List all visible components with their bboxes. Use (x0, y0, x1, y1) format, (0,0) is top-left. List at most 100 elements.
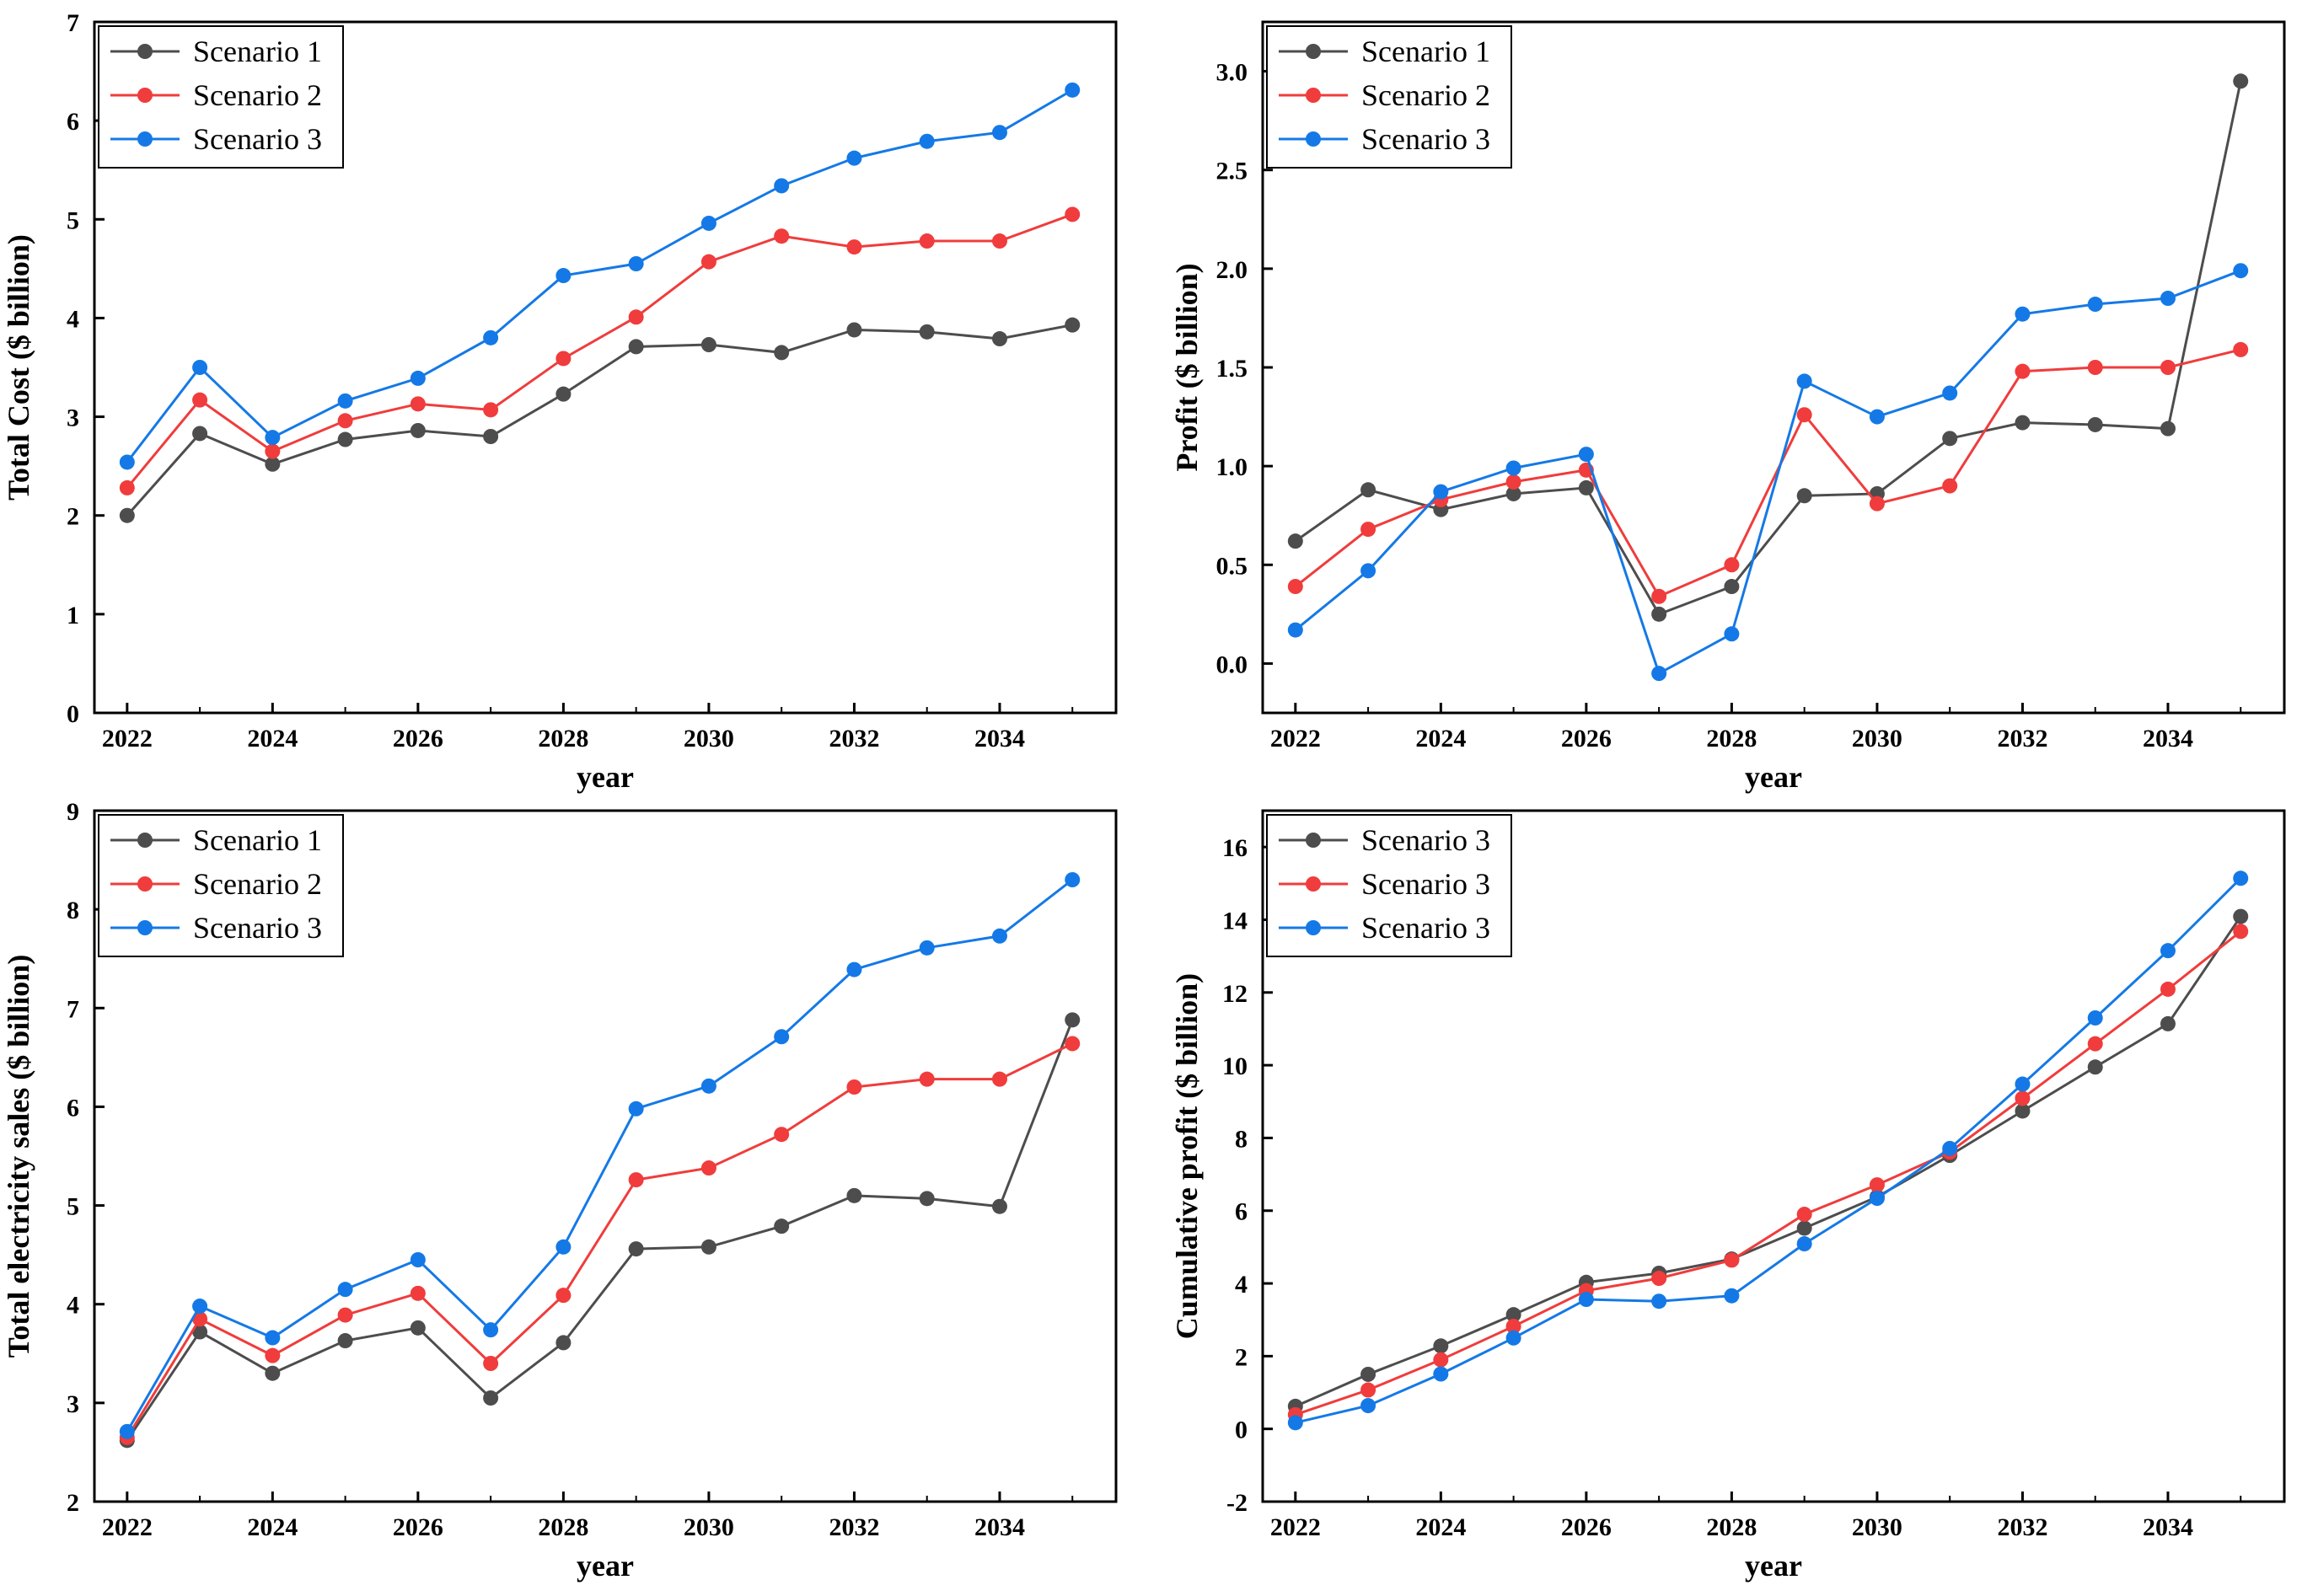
data-point-series-1 (1287, 533, 1303, 549)
data-point-series-2 (2015, 363, 2031, 379)
data-point-series-1 (555, 1335, 571, 1351)
data-point-series-1 (1796, 1220, 1812, 1236)
data-point-series-2 (2015, 1090, 2031, 1106)
data-point-series-2 (1651, 588, 1667, 604)
y-tick-label: 6 (1235, 1198, 1248, 1226)
data-point-series-3 (1578, 1292, 1594, 1308)
legend-swatch-marker (137, 876, 153, 892)
x-tick-label: 2028 (538, 725, 588, 752)
legend-swatch-marker (1306, 833, 1321, 848)
series-line-2 (126, 213, 1073, 489)
data-point-series-3 (628, 256, 644, 271)
data-point-series-3 (410, 1252, 426, 1267)
x-tick-label: 2030 (1852, 1513, 1902, 1541)
data-point-series-2 (1360, 522, 1376, 538)
y-tick-label: 4 (1235, 1271, 1248, 1299)
x-axis-title: year (1745, 760, 1802, 794)
data-point-series-2 (1869, 495, 1885, 511)
x-tick-label: 2034 (974, 1513, 1025, 1541)
x-tick-label: 2030 (684, 1513, 734, 1541)
data-point-series-1 (555, 386, 571, 402)
data-point-series-2 (555, 1288, 571, 1304)
legend-label: Scenario 2 (1361, 78, 1490, 112)
data-point-series-3 (265, 430, 281, 446)
data-point-series-3 (774, 178, 790, 194)
data-point-series-2 (846, 239, 862, 255)
y-tick-label: 0.5 (1216, 552, 1248, 580)
data-point-series-2 (1942, 478, 1958, 494)
data-point-series-2 (1724, 1252, 1740, 1268)
data-point-series-2 (2160, 981, 2176, 997)
x-tick-label: 2034 (974, 725, 1025, 752)
legend-swatch-marker (1306, 876, 1321, 892)
data-point-series-2 (846, 1079, 862, 1095)
data-point-series-1 (2015, 1103, 2031, 1119)
data-point-series-3 (2087, 297, 2103, 313)
data-point-series-3 (1578, 447, 1594, 463)
y-tick-label: 5 (67, 206, 79, 234)
series-line-3 (126, 878, 1074, 1433)
legend-label: Scenario 3 (1361, 911, 1490, 945)
y-tick-label: 1.5 (1216, 355, 1248, 383)
x-axis-title: year (577, 760, 634, 794)
series-line-3 (1294, 269, 2241, 676)
y-tick-label: 0 (1235, 1417, 1248, 1444)
data-point-series-3 (119, 454, 135, 470)
legend-label: Scenario 3 (193, 911, 322, 945)
x-tick-label: 2030 (1852, 725, 1902, 752)
y-axis-title: Cumulative profit ($ billion) (1170, 973, 1204, 1339)
data-point-series-3 (337, 1282, 353, 1298)
data-point-series-2 (1433, 1352, 1449, 1368)
y-tick-label: 2.0 (1216, 256, 1248, 284)
data-point-series-3 (2233, 263, 2249, 279)
data-point-series-2 (700, 1160, 716, 1176)
data-point-series-2 (1796, 407, 1812, 423)
x-tick-label: 2024 (247, 1513, 298, 1541)
data-point-series-1 (483, 1390, 499, 1406)
data-point-series-3 (919, 940, 935, 956)
data-point-series-3 (846, 961, 862, 977)
data-point-series-3 (1287, 1415, 1303, 1431)
y-tick-label: 12 (1222, 980, 1248, 1008)
data-point-series-1 (846, 322, 862, 338)
data-point-series-2 (2233, 341, 2249, 357)
x-tick-label: 2026 (393, 1513, 443, 1541)
data-point-series-1 (2233, 908, 2249, 924)
data-point-series-3 (1433, 484, 1449, 500)
x-tick-label: 2024 (247, 725, 298, 752)
data-point-series-3 (337, 393, 353, 409)
data-point-series-3 (555, 1239, 571, 1255)
series-line-2 (1294, 348, 2241, 598)
y-tick-label: 6 (67, 1094, 79, 1122)
x-tick-label: 2022 (1270, 1513, 1321, 1541)
x-tick-label: 2028 (538, 1513, 588, 1541)
data-point-series-1 (1065, 1012, 1081, 1028)
panel-total-cost: 2022 2024 2026 2028 2030 2032 2034 0 1 2 3 4 5 6 7 year… (2, 9, 1118, 794)
data-point-series-2 (1360, 1382, 1376, 1398)
data-point-series-2 (1724, 557, 1740, 573)
data-point-series-3 (1287, 622, 1303, 638)
panel-profit: 2022 2024 2026 2028 2030 2032 2034 0.0 0.5 1.0 1.5… (1170, 20, 2286, 794)
legend-label: Scenario 1 (1361, 35, 1490, 68)
y-tick-label: 7 (67, 9, 79, 37)
data-point-series-2 (1505, 1318, 1521, 1334)
data-point-series-3 (1869, 1191, 1885, 1207)
data-point-series-3 (991, 928, 1007, 944)
legend-swatch-marker (137, 88, 153, 103)
data-point-series-2 (1869, 1177, 1885, 1193)
legend-label: Scenario 2 (193, 78, 322, 112)
data-point-series-1 (1505, 1307, 1521, 1323)
series-line-2 (126, 1042, 1073, 1438)
legend-swatch-marker (137, 44, 153, 59)
x-tick-label: 2032 (829, 1513, 879, 1541)
y-tick-label: 3 (67, 1390, 79, 1418)
data-point-series-1 (774, 345, 790, 361)
data-point-series-3 (1065, 82, 1081, 98)
panel-total-electricity-sales: 2022 2024 2026 2028 2030 2032 2034 2 3 4 5 6 7 8 9 year… (2, 798, 1118, 1583)
data-point-series-3 (2015, 306, 2031, 322)
plot-frame (93, 809, 1118, 1503)
data-point-series-2 (1065, 206, 1081, 222)
data-point-series-3 (774, 1029, 790, 1045)
y-tick-label: 2.5 (1216, 158, 1248, 185)
